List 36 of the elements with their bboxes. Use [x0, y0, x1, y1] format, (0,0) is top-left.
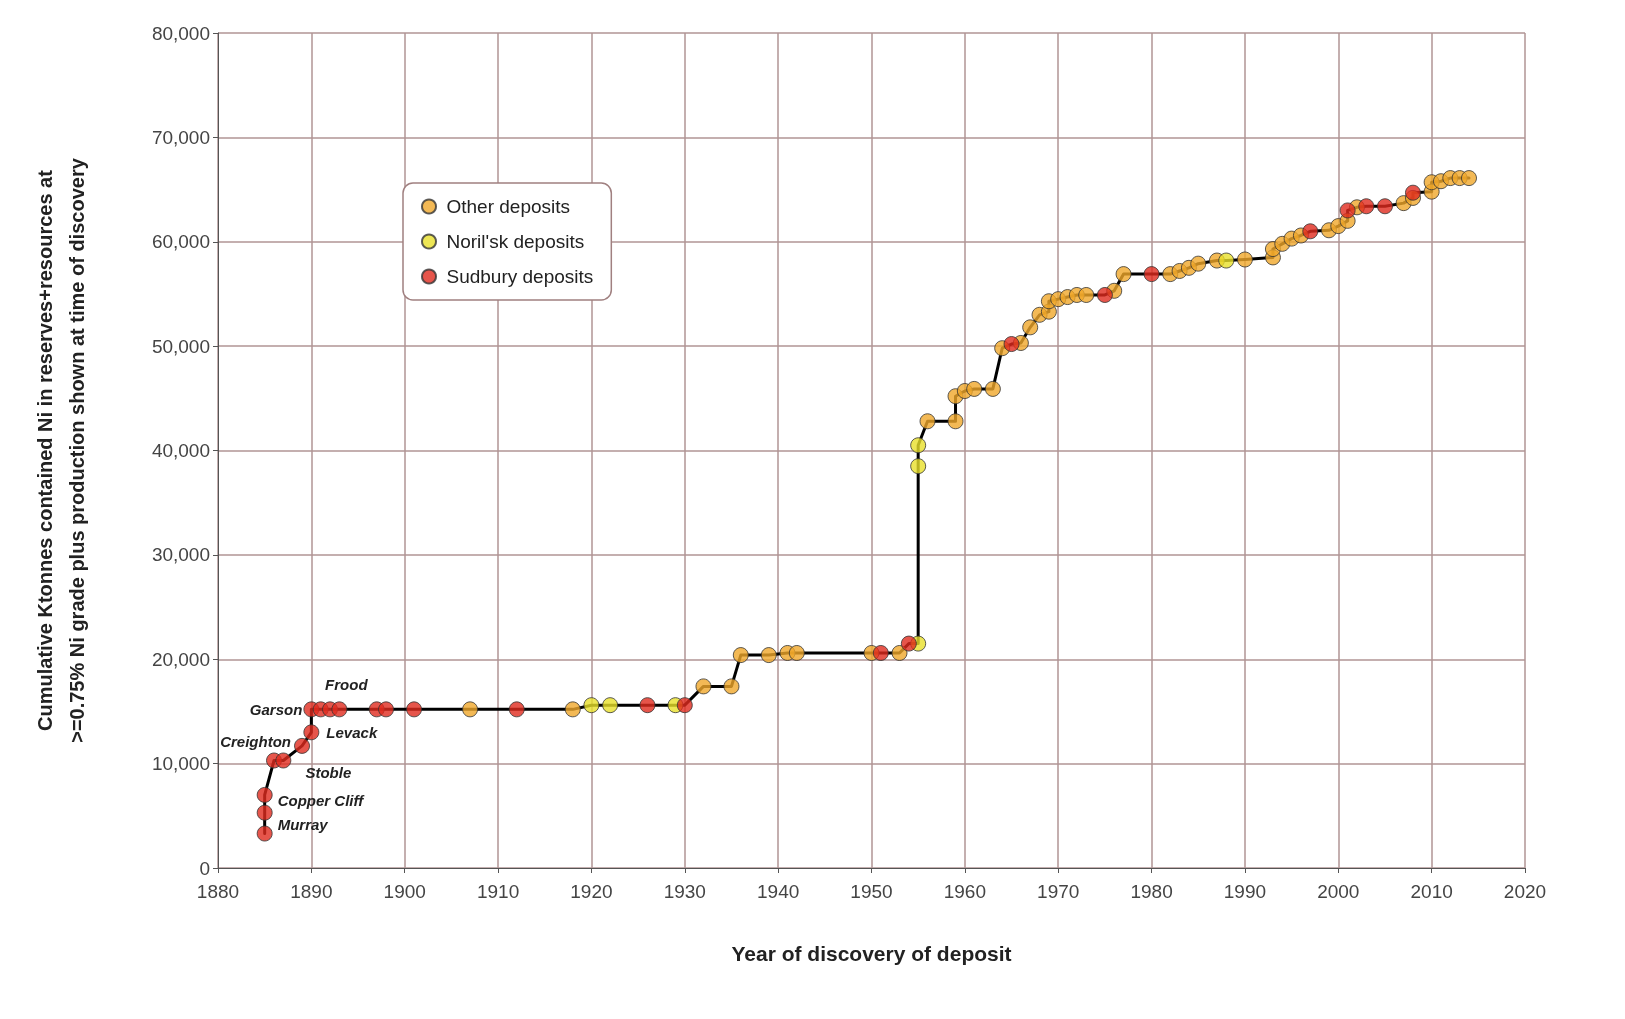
y-tick-label: 20,000	[151, 648, 210, 670]
y-tick-label: 60,000	[151, 231, 210, 253]
x-tick-label: 1940	[757, 881, 800, 902]
y-tick-label: 80,000	[151, 22, 210, 44]
x-tick-label: 1990	[1223, 881, 1267, 902]
x-tick-label: 1950	[850, 881, 893, 902]
x-tick-label: 2020	[1503, 881, 1547, 902]
annotation: Levack	[326, 723, 378, 741]
x-tick-label: 1970	[1037, 881, 1080, 902]
legend-label: Sudbury deposits	[446, 266, 594, 287]
x-tick-label: 1880	[196, 881, 240, 902]
x-axis-title: Year of discovery of deposit	[731, 942, 1012, 965]
annotation: Creighton	[220, 733, 292, 751]
y-tick-label: 10,000	[151, 753, 210, 775]
x-tick-label: 1930	[663, 881, 706, 902]
legend-label: Noril'sk deposits	[446, 231, 585, 252]
x-tick-label: 1910	[476, 881, 520, 902]
x-tick-label: 2000	[1317, 881, 1360, 902]
annotation: Garson	[249, 700, 303, 718]
annotation: Copper Cliff	[277, 792, 366, 810]
x-tick-label: 1900	[383, 881, 426, 902]
y-tick-label: 70,000	[151, 126, 210, 148]
annotation: Stoble	[305, 764, 352, 782]
x-tick-label: 1890	[290, 881, 333, 902]
y-tick-label: 40,000	[151, 440, 210, 461]
x-tick-label: 1920	[570, 881, 613, 902]
annotation: Frood	[325, 676, 369, 694]
y-axis-title: Cumulative Ktonnes contained Ni in reserves+resources at >=0.75% Ni grade plus production shown at time of discovery	[34, 157, 88, 743]
y-tick-label: 50,000	[151, 335, 210, 357]
annotation: Murray	[277, 816, 329, 834]
x-tick-label: 1980	[1130, 881, 1173, 902]
x-tick-label: 1960	[943, 881, 986, 902]
x-tick-label: 2010	[1410, 881, 1453, 902]
legend-label: Other deposits	[446, 196, 571, 217]
y-tick-label: 0	[199, 857, 210, 879]
y-tick-label: 30,000	[151, 544, 210, 566]
